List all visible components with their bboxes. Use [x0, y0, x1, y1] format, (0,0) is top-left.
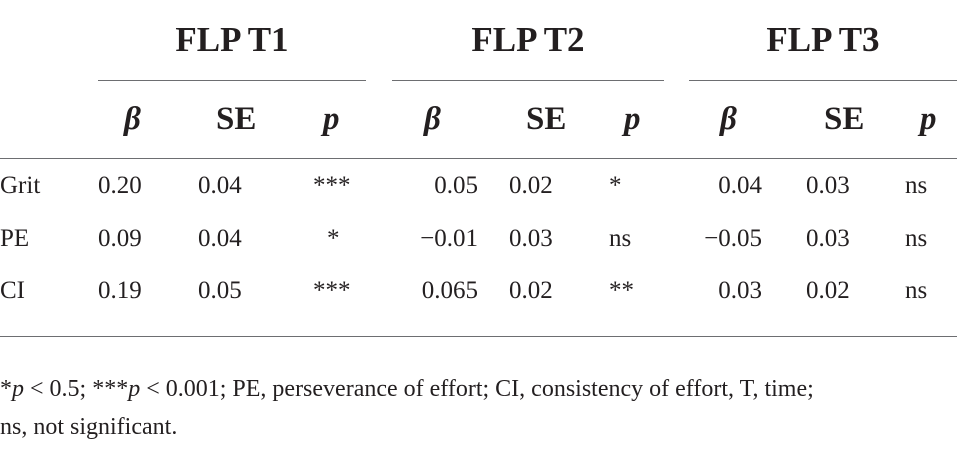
footnote-line-2: ns, not significant. — [0, 414, 178, 440]
cell-grit-t3-p: ns — [905, 172, 928, 199]
footnote-star: * — [0, 376, 12, 402]
cell-ci-t2-p: ** — [609, 277, 634, 304]
cell-pe-t1-se: 0.04 — [198, 225, 242, 252]
subheader-p-t2: p — [624, 101, 641, 137]
subheader-p-t3: p — [920, 101, 937, 137]
cell-grit-t2-se: 0.02 — [509, 172, 553, 199]
cell-grit-t2-beta: 0.05 — [434, 172, 478, 199]
cell-grit-t2-p: * — [609, 172, 622, 199]
subheader-se-t3: SE — [824, 101, 865, 137]
cell-pe-t3-se: 0.03 — [806, 225, 850, 252]
group-underline-t2 — [392, 80, 664, 81]
cell-ci-t1-p: *** — [313, 277, 351, 304]
cell-ci-t2-se: 0.02 — [509, 277, 553, 304]
group-underline-t1 — [98, 80, 366, 81]
cell-grit-t1-se: 0.04 — [198, 172, 242, 199]
cell-pe-t2-se: 0.03 — [509, 225, 553, 252]
cell-pe-t2-p: ns — [609, 225, 632, 252]
subheader-beta-t1: β — [124, 101, 141, 137]
footnote-p-symbol-1: p — [12, 376, 24, 402]
subheader-beta-t2: β — [424, 101, 441, 137]
footnote-p-symbol-2: p — [128, 376, 141, 402]
footnote-line-1: *p < 0.5; ***p < 0.001; PE, perseverance… — [0, 374, 814, 404]
cell-ci-t3-beta: 0.03 — [718, 277, 762, 304]
cell-pe-t1-p: * — [327, 225, 340, 252]
header-rule — [0, 158, 957, 159]
cell-grit-t1-beta: 0.20 — [98, 172, 142, 199]
table-bottom-rule — [0, 336, 957, 337]
group-header-flp-t1: FLP T1 — [175, 20, 289, 59]
cell-pe-t2-beta: −0.01 — [420, 225, 478, 252]
footnote-text-part-1: < 0.5; *** — [24, 376, 129, 402]
cell-ci-t1-se: 0.05 — [198, 277, 242, 304]
subheader-p-t1: p — [323, 101, 340, 137]
subheader-beta-t3: β — [720, 101, 737, 137]
cell-ci-t2-beta: 0.065 — [421, 277, 478, 304]
cell-pe-t3-beta: −0.05 — [704, 225, 762, 252]
row-label-grit: Grit — [0, 172, 41, 199]
subheader-se-t2: SE — [526, 101, 567, 137]
group-underline-t3 — [689, 80, 957, 81]
footnote-text-part-2: < 0.001; PE, perseverance of effort; CI,… — [140, 376, 814, 402]
cell-ci-t3-p: ns — [905, 277, 928, 304]
cell-pe-t1-beta: 0.09 — [98, 225, 142, 252]
cell-grit-t1-p: *** — [313, 172, 351, 199]
cell-grit-t3-beta: 0.04 — [718, 172, 762, 199]
subheader-se-t1: SE — [216, 101, 257, 137]
group-header-flp-t3: FLP T3 — [766, 20, 880, 59]
cell-ci-t3-se: 0.02 — [806, 277, 850, 304]
cell-grit-t3-se: 0.03 — [806, 172, 850, 199]
cell-ci-t1-beta: 0.19 — [98, 277, 142, 304]
row-label-ci: CI — [0, 277, 25, 304]
row-label-pe: PE — [0, 225, 30, 252]
cell-pe-t3-p: ns — [905, 225, 928, 252]
group-header-flp-t2: FLP T2 — [471, 20, 585, 59]
